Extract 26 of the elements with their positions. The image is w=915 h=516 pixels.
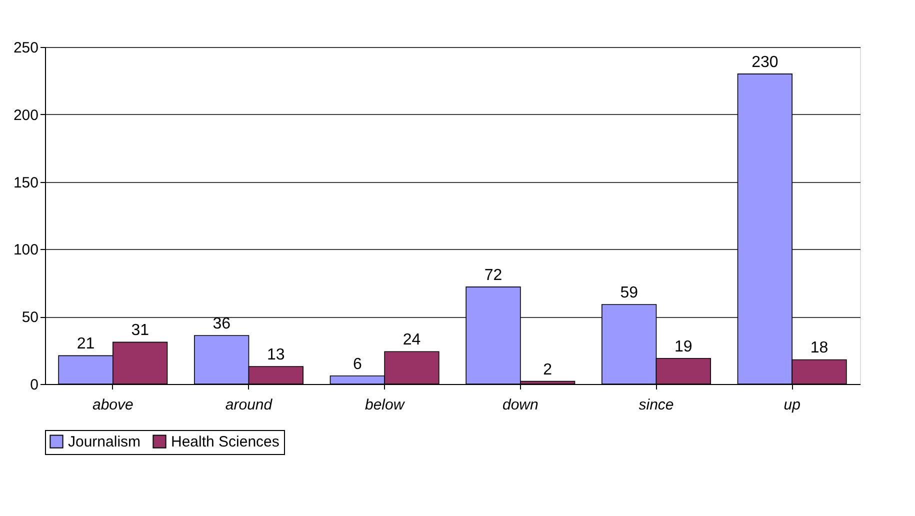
y-tick-label: 100 [13, 242, 38, 259]
x-tick-label: above [92, 396, 134, 414]
y-tick-label: 200 [13, 106, 38, 124]
legend-label: Health Sciences [171, 434, 280, 451]
data-label: 18 [810, 340, 828, 357]
x-tick-label: down [502, 396, 538, 414]
data-label: 13 [267, 346, 285, 364]
x-tick-label: below [364, 396, 406, 414]
data-label: 24 [402, 332, 421, 349]
x-tick-label: since [638, 396, 674, 414]
data-label: 6 [352, 356, 362, 373]
data-label: 230 [752, 54, 778, 71]
x-tick-label: up [784, 396, 800, 414]
data-label: 19 [674, 338, 692, 356]
x-tick-label: around [225, 396, 273, 414]
data-label: 21 [76, 336, 95, 353]
data-label: 36 [212, 315, 231, 332]
legend-label: Journalism [68, 434, 141, 451]
data-label: 59 [620, 284, 638, 302]
data-label: 31 [131, 322, 150, 340]
data-label: 2 [543, 361, 552, 378]
y-tick-label: 150 [13, 174, 38, 192]
y-tick-label: 0 [30, 376, 38, 394]
y-tick-label: 250 [13, 40, 38, 56]
y-tick-label: 50 [22, 309, 38, 326]
data-label: 72 [484, 266, 502, 284]
